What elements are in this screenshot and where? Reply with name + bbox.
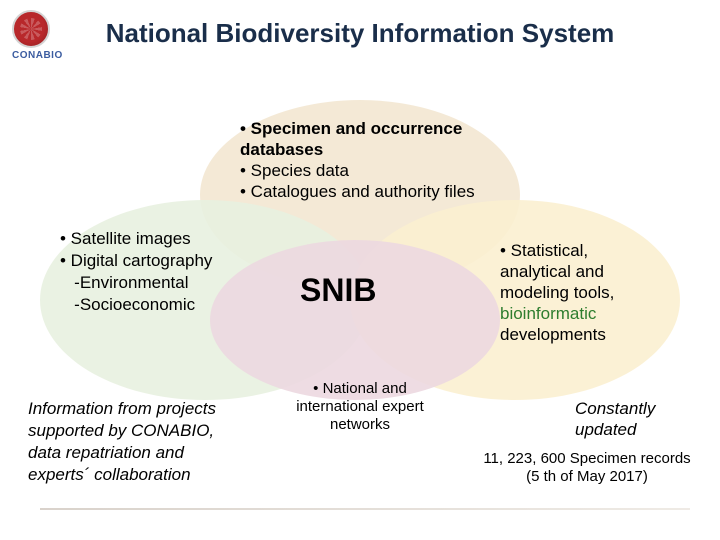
footer-rule [40,508,690,510]
right-bullet-2: analytical and [500,261,604,282]
right-bullet-1: • Statistical, [500,240,588,261]
left-bullet-3: -Environmental [60,272,189,293]
logo-text: CONABIO [12,50,92,61]
center-l2: international expert [296,398,424,415]
right-bullet-5: developments [500,324,606,345]
left-bullet-4: -Socioeconomic [60,294,195,315]
venn-center-label: SNIB [300,272,376,309]
info-l3: data repatriation and [28,443,184,462]
info-l2: supported by CONABIO, [28,421,214,440]
info-l4: experts´ collaboration [28,465,191,484]
info-note: Information from projects supported by C… [28,398,216,486]
venn-center [210,240,500,400]
center-block: • National and international expert netw… [260,380,460,434]
top-bullet-1a: • Specimen and occurrence [240,118,462,139]
left-bullet-2: • Digital cartography [60,250,212,271]
info-l1: Information from projects [28,399,216,418]
center-l1: • National and [313,380,407,397]
records-note: 11, 223, 600 Specimen records (5 th of M… [472,450,702,486]
page-title: National Biodiversity Information System [0,18,720,49]
records-l1: 11, 223, 600 Specimen records [483,450,690,467]
left-bullet-1: • Satellite images [60,228,191,249]
updated-note: Constantly updated [575,398,695,441]
right-bullet-3: modeling tools, [500,282,614,303]
right-bullet-bio: bioinformatic [500,303,596,324]
top-bullet-3: • Catalogues and authority files [240,181,475,202]
top-bullet-2: • Species data [240,160,349,181]
records-l2: (5 th of May 2017) [526,468,648,485]
center-l3: networks [330,416,390,433]
top-bullet-1b: databases [240,139,323,160]
